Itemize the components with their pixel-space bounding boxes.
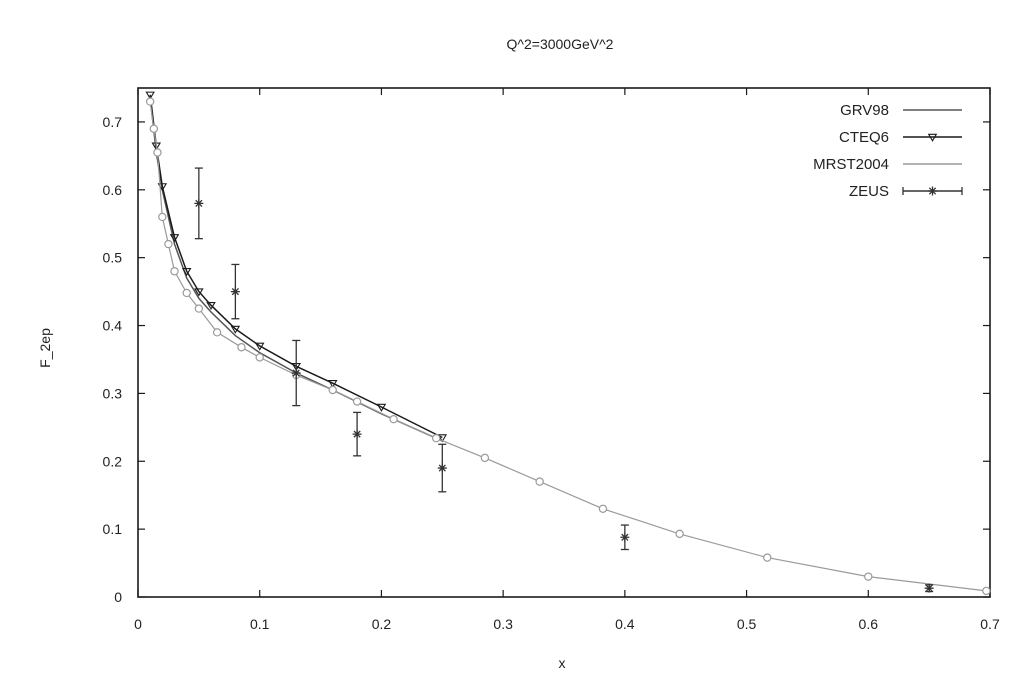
data-point [598,504,608,513]
chart-title: Q^2=3000GeV^2 [507,36,614,52]
axes [137,87,991,598]
legend-label: ZEUS [849,183,889,200]
data-point [182,288,191,298]
data-point [230,325,241,334]
x-tick-label: 0.6 [859,616,879,632]
legend-label: MRST2004 [813,156,889,173]
x-axis-label: x [559,655,566,671]
y-tick-label: 0.5 [103,250,123,266]
data-point [352,397,362,406]
y-axis-label: F_2ep [37,328,53,368]
data-point [982,586,991,596]
y-tick-label: 0.4 [103,318,123,334]
x-tick-label: 0.2 [372,616,392,632]
data-point [181,268,192,277]
data-point [924,583,934,593]
data-point [620,532,630,542]
data-point [928,186,937,196]
data-point [194,198,204,208]
series-line [149,101,987,592]
y-tick-label: 0.7 [103,114,123,130]
legend-label: CTEQ6 [839,129,889,146]
x-tick-label: 0.4 [615,616,635,632]
plot-frame [137,87,991,598]
series-zeus [194,167,934,593]
data-point [149,124,159,133]
x-tick-label: 0.5 [737,616,757,632]
data-point [194,304,204,313]
data-point [480,453,490,463]
y-tick-label: 0.2 [103,453,123,469]
data-point [254,342,265,351]
x-tick-label: 0.1 [250,616,270,632]
data-point [206,301,216,311]
data-point [153,148,162,157]
data-point [864,572,873,581]
data-point [170,267,179,276]
data-point [164,239,173,249]
y-tick-label: 0.6 [103,182,123,198]
data-point [327,380,338,389]
data-point [145,91,155,100]
data-point [432,433,441,443]
data-point [675,529,684,539]
x-tick-label: 0.7 [980,616,1000,632]
series-line [149,94,443,439]
data-point [237,343,246,352]
y-tick-label: 0 [114,589,122,605]
data-point [535,477,544,486]
data-point [437,463,447,473]
data-point [291,368,301,378]
data-point [328,385,337,395]
legend-label: GRV98 [840,102,889,119]
data-point [255,353,264,362]
data-point [927,133,938,142]
series-layer [145,91,991,596]
data-point [145,97,155,106]
data-point [376,403,387,412]
axis-ticks: 0 0.1 0.2 0.3 0.4 0.5 0.6 0.7 0 0.1 0.2 0.3 0.4 0.5 0.… [103,88,1000,632]
data-point [212,328,222,337]
data-point [389,414,398,424]
x-tick-label: 0 [134,616,142,632]
data-point [194,288,204,297]
data-point [169,234,180,243]
data-point [158,212,167,222]
x-tick-label: 0.3 [493,616,513,632]
legend: GRV98 CTEQ6 MRST2004 ZEUS [813,102,963,200]
series-cteq6 [145,91,448,443]
data-point [230,287,240,297]
data-point [352,429,362,439]
y-tick-label: 0.3 [103,385,123,401]
y-tick-label: 0.1 [103,521,123,537]
data-point [763,553,772,562]
